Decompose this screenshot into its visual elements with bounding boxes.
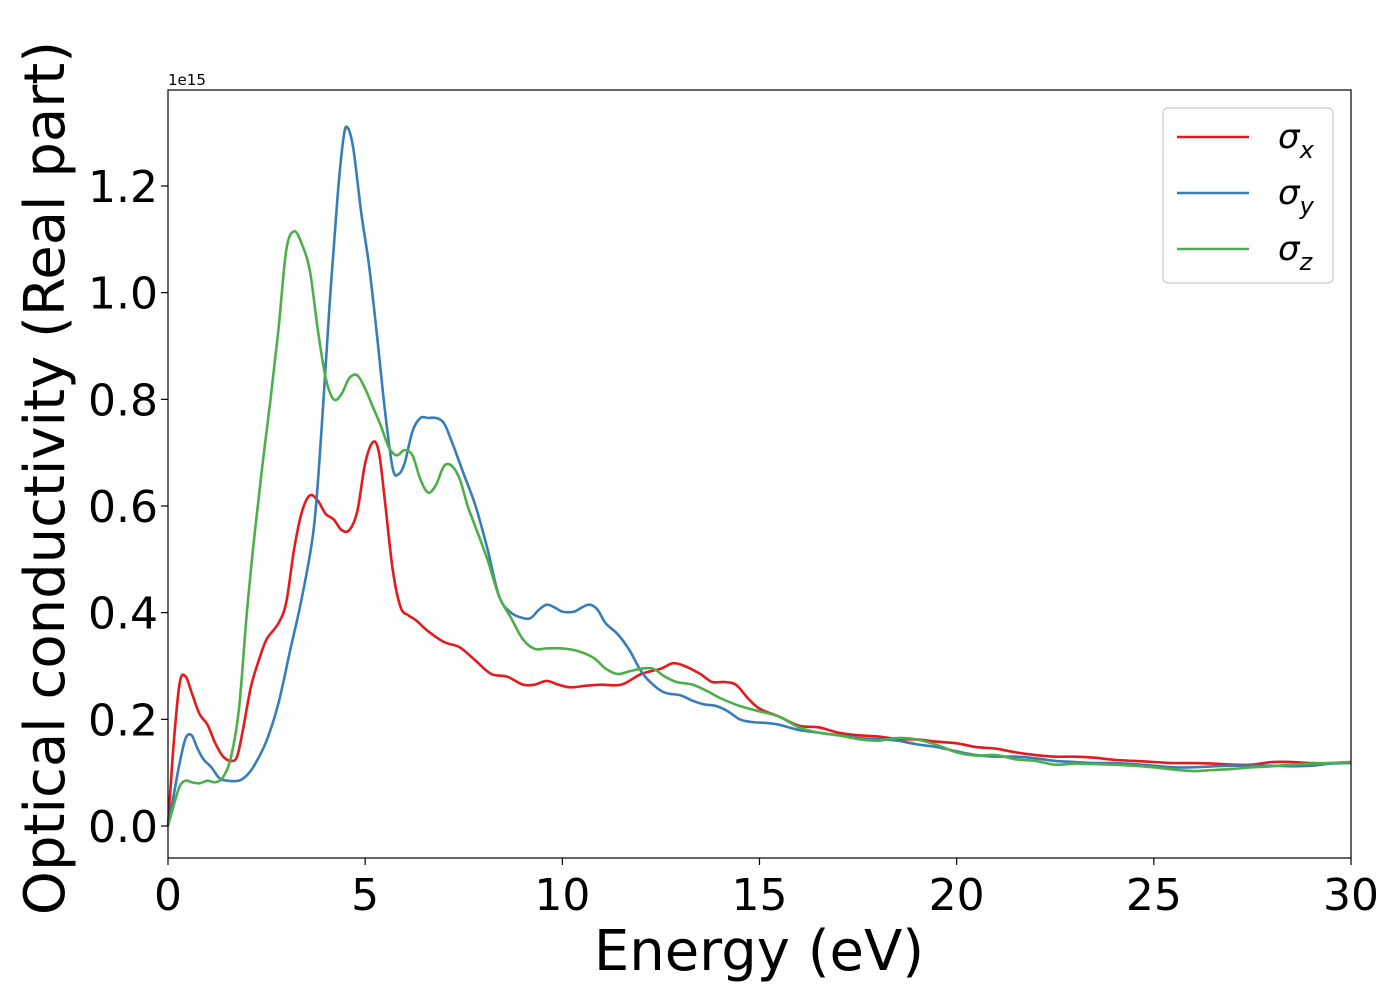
y-multiplier-label: 1e15 bbox=[168, 71, 206, 89]
y-tick-label: 1.0 bbox=[88, 269, 158, 320]
y-tick-label: 0.8 bbox=[88, 375, 158, 426]
series-line-x bbox=[166, 440, 1352, 827]
y-tick-label: 0.4 bbox=[88, 589, 158, 640]
x-tick-label: 10 bbox=[534, 870, 590, 921]
x-tick-label: 30 bbox=[1323, 870, 1379, 921]
y-tick-label: 0.0 bbox=[88, 802, 158, 853]
y-tick-label: 0.6 bbox=[88, 482, 158, 533]
x-tick-label: 0 bbox=[154, 870, 182, 921]
series-layer bbox=[166, 125, 1352, 827]
y-tick-label: 1.2 bbox=[88, 162, 158, 213]
series-line-y bbox=[166, 125, 1352, 827]
y-axis-ticks: 0.0 0.2 0.4 0.6 0.8 1.0 1.2 bbox=[88, 162, 168, 853]
plot-background bbox=[168, 90, 1351, 858]
series-line-z bbox=[166, 230, 1352, 827]
x-tick-label: 15 bbox=[732, 870, 788, 921]
x-tick-label: 25 bbox=[1126, 870, 1182, 921]
x-axis-title: Energy (eV) bbox=[594, 919, 924, 984]
y-axis-title: Optical conductivity (Real part) bbox=[13, 41, 78, 915]
legend-box bbox=[1162, 107, 1334, 284]
x-tick-label: 5 bbox=[351, 870, 379, 921]
y-tick-label: 0.2 bbox=[88, 695, 158, 746]
x-tick-label: 20 bbox=[929, 870, 985, 921]
x-axis-ticks: 0 5 10 15 20 25 30 bbox=[154, 858, 1379, 921]
